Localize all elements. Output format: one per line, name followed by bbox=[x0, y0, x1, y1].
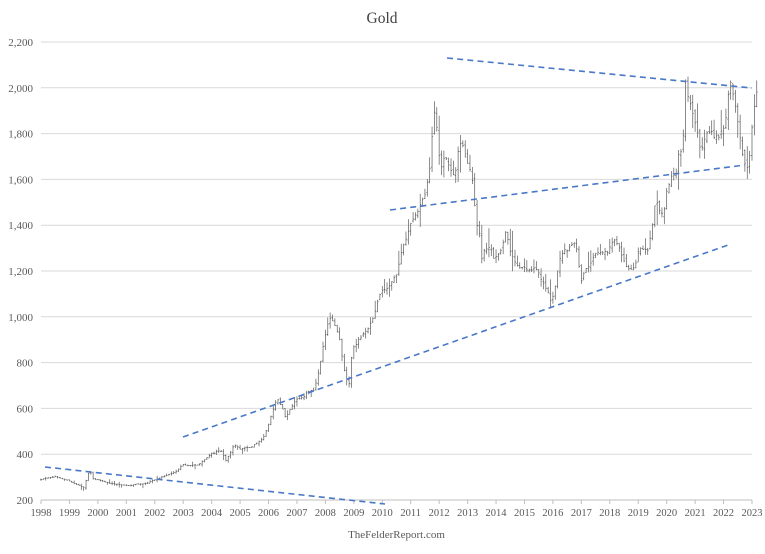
svg-text:2023: 2023 bbox=[742, 508, 763, 519]
svg-text:2021: 2021 bbox=[685, 508, 706, 519]
svg-text:1,800: 1,800 bbox=[8, 129, 33, 141]
svg-text:2007: 2007 bbox=[286, 508, 307, 519]
svg-text:800: 800 bbox=[17, 358, 34, 370]
svg-text:1999: 1999 bbox=[59, 508, 80, 519]
svg-text:2002: 2002 bbox=[144, 508, 165, 519]
svg-text:2018: 2018 bbox=[599, 508, 620, 519]
svg-text:2,200: 2,200 bbox=[8, 37, 33, 49]
svg-text:2004: 2004 bbox=[201, 508, 223, 519]
svg-text:2017: 2017 bbox=[571, 508, 592, 519]
svg-text:2001: 2001 bbox=[116, 508, 137, 519]
svg-text:Gold: Gold bbox=[367, 10, 398, 27]
svg-text:2008: 2008 bbox=[315, 508, 336, 519]
svg-text:2005: 2005 bbox=[230, 508, 251, 519]
svg-text:2,000: 2,000 bbox=[8, 83, 33, 95]
svg-text:1,200: 1,200 bbox=[8, 266, 33, 278]
svg-text:2013: 2013 bbox=[457, 508, 478, 519]
svg-text:2006: 2006 bbox=[258, 508, 279, 519]
svg-text:1998: 1998 bbox=[31, 508, 52, 519]
svg-text:2015: 2015 bbox=[514, 508, 535, 519]
svg-text:2014: 2014 bbox=[486, 508, 508, 519]
svg-text:400: 400 bbox=[17, 449, 34, 461]
svg-text:600: 600 bbox=[17, 403, 34, 415]
svg-text:2012: 2012 bbox=[429, 508, 450, 519]
svg-text:1,400: 1,400 bbox=[8, 220, 33, 232]
svg-text:2010: 2010 bbox=[372, 508, 393, 519]
svg-text:2011: 2011 bbox=[400, 508, 421, 519]
svg-text:1,000: 1,000 bbox=[8, 312, 33, 324]
svg-text:2009: 2009 bbox=[343, 508, 364, 519]
svg-text:2020: 2020 bbox=[656, 508, 677, 519]
svg-text:2019: 2019 bbox=[628, 508, 649, 519]
svg-text:2003: 2003 bbox=[173, 508, 194, 519]
svg-text:2016: 2016 bbox=[542, 508, 563, 519]
svg-text:200: 200 bbox=[17, 495, 34, 507]
svg-text:2022: 2022 bbox=[713, 508, 734, 519]
svg-text:1,600: 1,600 bbox=[8, 174, 33, 186]
svg-text:2000: 2000 bbox=[87, 508, 108, 519]
svg-text:TheFelderReport.com: TheFelderReport.com bbox=[348, 529, 445, 541]
